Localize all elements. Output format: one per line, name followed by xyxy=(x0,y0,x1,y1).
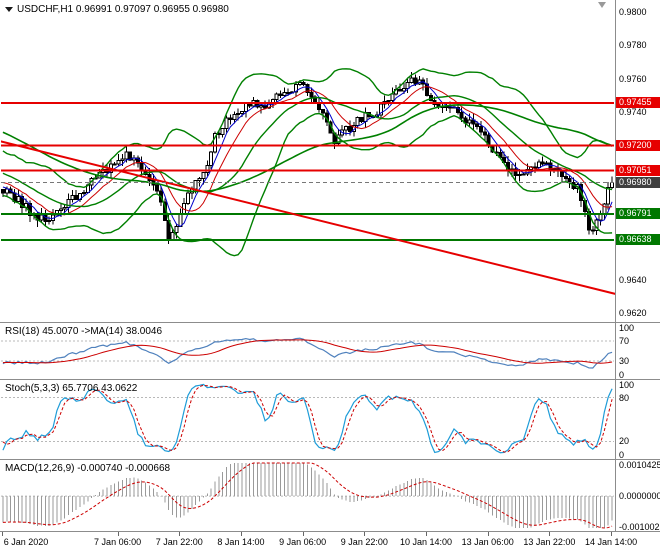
stoch-axis-label: 20 xyxy=(619,436,630,447)
rsi-axis-label: 70 xyxy=(619,336,630,346)
time-axis-tick xyxy=(240,532,242,536)
price-badge-red: 0.97455 xyxy=(616,96,660,108)
time-axis-label: 7 Jan 22:00 xyxy=(155,537,203,547)
rsi-ma-line xyxy=(2,339,613,364)
price-chart-canvas[interactable] xyxy=(1,0,615,322)
price-badge-green: 0.96638 xyxy=(616,233,660,245)
stoch-k-line xyxy=(2,383,613,454)
price-axis-divider xyxy=(615,0,616,531)
stoch-axis-label: 0 xyxy=(619,450,625,460)
rsi-label: RSI(18) 45.0070 ->MA(14) 38.0046 xyxy=(5,326,163,337)
symbol-marker-icon xyxy=(5,7,13,12)
rsi-line xyxy=(2,337,613,369)
price-grid-label: 0.9620 xyxy=(619,308,647,319)
macd-label: MACD(12,26,9) -0.000740 -0.000668 xyxy=(5,463,171,474)
bollinger-lower-band xyxy=(2,112,613,257)
time-axis-tick xyxy=(179,532,181,536)
macd-axis-label: 0.0010425 xyxy=(619,460,660,470)
time-axis-label: 10 Jan 14:00 xyxy=(399,537,453,547)
macd-indicator-canvas[interactable] xyxy=(1,460,615,531)
rsi-axis-label: 100 xyxy=(619,323,635,333)
rsi-axis-label: 30 xyxy=(619,356,630,366)
macd-axis-label: -0.0010025 xyxy=(619,522,660,532)
macd-axis-label: 0.0000000 xyxy=(619,491,660,502)
stoch-label: Stoch(5,3,3) 65.7706 43.0622 xyxy=(5,383,138,394)
chart-shift-marker-icon xyxy=(598,2,606,8)
ma-fast-line xyxy=(2,81,613,228)
time-axis-label: 13 Jan 06:00 xyxy=(461,537,514,547)
time-axis-tick xyxy=(364,532,366,536)
price-grid-label: 0.9800 xyxy=(619,6,647,17)
long-ma-line xyxy=(2,104,613,193)
time-axis-label: 6 Jan 2020 xyxy=(3,537,49,547)
stoch-axis-label: 80 xyxy=(619,392,630,403)
price-badge-red: 0.97200 xyxy=(616,139,660,151)
time-axis-label: 13 Jan 22:00 xyxy=(523,537,576,547)
price-grid-label: 0.9780 xyxy=(619,40,647,51)
stochastic-indicator-canvas[interactable] xyxy=(1,380,615,459)
time-axis-tick xyxy=(549,532,551,536)
time-axis-label: 9 Jan 22:00 xyxy=(340,537,388,547)
time-axis-tick xyxy=(611,532,613,536)
time-axis[interactable]: 6 Jan 2020 7 Jan 06:00 7 Jan 22:00 8 Jan 14… xyxy=(0,532,637,560)
stoch-d-line xyxy=(2,384,613,453)
rsi-indicator-canvas[interactable] xyxy=(1,323,615,379)
chart-title-text: USDCHF,H1 0.96991 0.97097 0.96955 0.9698… xyxy=(17,4,229,15)
time-axis-label: 8 Jan 14:00 xyxy=(217,537,265,547)
time-axis-label: 14 Jan 14:00 xyxy=(585,537,638,547)
panel-divider[interactable] xyxy=(0,379,660,380)
panel-divider[interactable] xyxy=(0,322,660,323)
time-axis-tick xyxy=(302,532,304,536)
bollinger-middle-band xyxy=(2,94,613,208)
descending-trendline xyxy=(1,140,615,295)
price-grid-label: 0.9740 xyxy=(619,107,647,118)
price-badge-green: 0.96791 xyxy=(616,208,660,220)
time-axis-tick xyxy=(1,532,3,536)
time-axis-tick xyxy=(117,532,119,536)
macd-histogram xyxy=(2,463,613,528)
panel-divider[interactable] xyxy=(0,459,660,460)
ma-slow-line xyxy=(2,86,613,216)
price-badge-current: 0.96980 xyxy=(616,176,660,188)
time-axis-tick xyxy=(487,532,489,536)
axis-divider xyxy=(0,531,660,532)
rsi-axis-label: 0 xyxy=(619,370,625,380)
stoch-axis-label: 100 xyxy=(619,380,635,390)
price-grid-label: 0.9760 xyxy=(619,73,647,84)
chart-title: USDCHF,H1 0.96991 0.97097 0.96955 0.9698… xyxy=(5,4,229,15)
price-grid-label: 0.9640 xyxy=(619,274,647,285)
time-axis-tick xyxy=(426,532,428,536)
price-axis[interactable]: 0.9800 0.9780 0.9760 0.9740 0.9640 0.9620 0.97… xyxy=(616,0,660,560)
price-badge-red: 0.97051 xyxy=(616,164,660,176)
time-axis-label: 9 Jan 06:00 xyxy=(279,537,327,547)
time-axis-label: 7 Jan 06:00 xyxy=(94,537,142,547)
macd-signal-line xyxy=(2,462,613,529)
